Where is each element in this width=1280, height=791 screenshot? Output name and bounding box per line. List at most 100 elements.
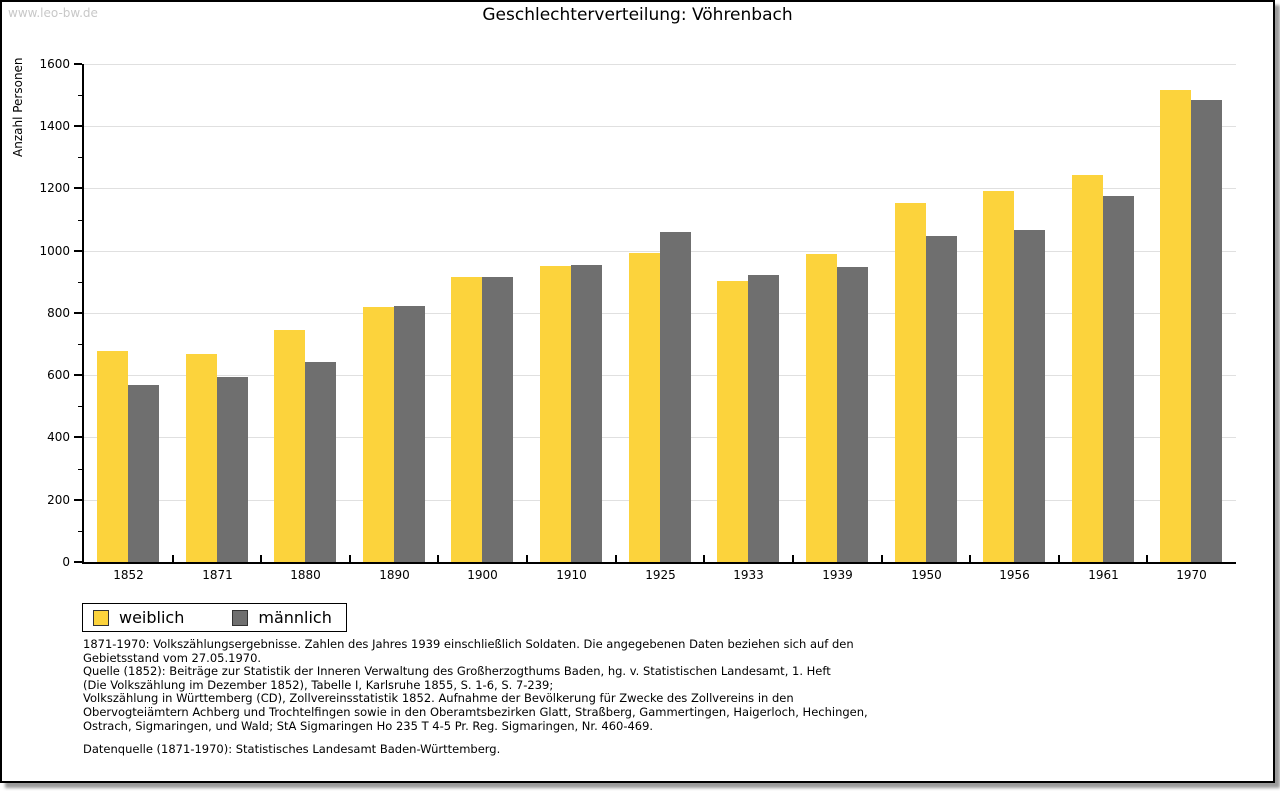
y-major-tick-1200 xyxy=(74,187,82,189)
bar-group-1939 xyxy=(793,64,882,562)
watermark-leo-bw: www.leo-bw.de xyxy=(8,6,98,20)
bar-männlich-1852 xyxy=(128,385,159,562)
x-boundary-tick-12 xyxy=(1146,555,1148,562)
gridline-1600 xyxy=(84,64,1236,65)
y-major-tick-800 xyxy=(74,312,82,314)
y-major-tick-1600 xyxy=(74,63,82,65)
x-boundary-tick-4 xyxy=(437,555,439,562)
bar-group-1950 xyxy=(882,64,971,562)
x-boundary-tick-1 xyxy=(172,555,174,562)
x-tick-label-1933: 1933 xyxy=(733,568,764,582)
bar-männlich-1900 xyxy=(482,277,513,562)
legend: weiblich männlich xyxy=(82,603,347,632)
x-tick-label-1939: 1939 xyxy=(822,568,853,582)
footnote-line-4: (Die Volkszählung im Dezember 1852), Tab… xyxy=(83,677,554,692)
bar-männlich-1880 xyxy=(305,362,336,562)
legend-item-weiblich: weiblich xyxy=(93,608,184,627)
bar-weiblich-1933 xyxy=(717,281,748,562)
y-major-tick-1000 xyxy=(74,250,82,252)
y-major-tick-600 xyxy=(74,374,82,376)
y-tick-label-1200: 1200 xyxy=(39,181,70,195)
bar-weiblich-1900 xyxy=(451,277,482,562)
y-tick-label-200: 200 xyxy=(47,493,70,507)
x-boundary-tick-5 xyxy=(526,555,528,562)
x-boundary-tick-10 xyxy=(969,555,971,562)
bar-männlich-1961 xyxy=(1103,196,1134,562)
x-tick-label-1956: 1956 xyxy=(999,568,1030,582)
datasource-line: Datenquelle (1871-1970): Statistisches L… xyxy=(83,742,501,757)
bar-weiblich-1852 xyxy=(97,351,128,562)
bar-weiblich-1910 xyxy=(540,266,571,562)
bar-männlich-1910 xyxy=(571,265,602,562)
footnote-line-5: Volkszählung in Württemberg (CD), Zollve… xyxy=(83,691,794,706)
maennlich-swatch-icon xyxy=(232,609,249,626)
y-tick-label-0: 0 xyxy=(62,555,70,569)
y-major-tick-1400 xyxy=(74,125,82,127)
y-major-tick-400 xyxy=(74,436,82,438)
gridline-1200 xyxy=(84,188,1236,189)
plot-area: 0 200 400 600 800 1000 1200 1400 1600 1852 1871 188… xyxy=(39,57,1236,582)
x-boundary-tick-6 xyxy=(615,555,617,562)
x-boundary-tick-3 xyxy=(349,555,351,562)
bar-group-1910 xyxy=(527,64,616,562)
bar-group-1925 xyxy=(616,64,705,562)
bar-group-1900 xyxy=(438,64,527,562)
x-boundary-tick-11 xyxy=(1058,555,1060,562)
bar-weiblich-1939 xyxy=(806,254,837,562)
bar-group-1970 xyxy=(1147,64,1236,562)
y-tick-label-400: 400 xyxy=(47,430,70,444)
gridline-1400 xyxy=(84,126,1236,127)
footnote-line-6: Obervogteiämtern Achberg und Trochtelfin… xyxy=(83,704,868,719)
y-tick-label-600: 600 xyxy=(47,368,70,382)
bar-weiblich-1970 xyxy=(1160,90,1191,562)
y-tick-label-1400: 1400 xyxy=(39,119,70,133)
bar-weiblich-1871 xyxy=(186,354,217,562)
x-boundary-tick-8 xyxy=(792,555,794,562)
bar-männlich-1933 xyxy=(748,275,779,562)
bar-group-1890 xyxy=(350,64,439,562)
y-minor-tick-900 xyxy=(78,282,82,283)
y-tick-label-1600: 1600 xyxy=(39,57,70,71)
footnote-line-2: Gebietsstand vom 27.05.1970. xyxy=(83,650,262,665)
footnote-lines: 1871-1970: Volkszählungsergebnisse. Zahl… xyxy=(83,637,1183,733)
y-minor-tick-700 xyxy=(78,344,82,345)
y-minor-tick-1100 xyxy=(78,220,82,221)
x-boundary-tick-7 xyxy=(703,555,705,562)
y-minor-tick-300 xyxy=(78,469,82,470)
bar-group-1961 xyxy=(1059,64,1148,562)
x-tick-label-1961: 1961 xyxy=(1088,568,1119,582)
bar-männlich-1871 xyxy=(217,377,248,562)
bar-männlich-1950 xyxy=(926,236,957,562)
y-minor-tick-1500 xyxy=(78,95,82,96)
y-minor-tick-100 xyxy=(78,531,82,532)
x-boundary-tick-2 xyxy=(260,555,262,562)
x-tick-label-1925: 1925 xyxy=(645,568,676,582)
bar-männlich-1970 xyxy=(1191,100,1222,562)
bar-group-1956 xyxy=(970,64,1059,562)
bar-männlich-1939 xyxy=(837,267,868,562)
footnote-line-7: Ostrach, Sigmaringen, und Wald; StA Sigm… xyxy=(83,718,654,733)
y-axis-title: Anzahl Personen xyxy=(11,57,25,157)
x-tick-label-1890: 1890 xyxy=(379,568,410,582)
bar-group-1852 xyxy=(84,64,173,562)
y-minor-tick-500 xyxy=(78,406,82,407)
bar-group-1871 xyxy=(173,64,262,562)
x-tick-label-1900: 1900 xyxy=(467,568,498,582)
bar-weiblich-1880 xyxy=(274,330,305,562)
x-tick-label-1910: 1910 xyxy=(556,568,587,582)
x-tick-label-1852: 1852 xyxy=(113,568,144,582)
bar-group-1933 xyxy=(704,64,793,562)
footnotes: 1871-1970: Volkszählungsergebnisse. Zahl… xyxy=(83,637,1183,757)
y-tick-label-1000: 1000 xyxy=(39,244,70,258)
bar-männlich-1890 xyxy=(394,306,425,562)
footnote-line-3: Quelle (1852): Beiträge zur Statistik de… xyxy=(83,664,831,679)
bar-group-1880 xyxy=(261,64,350,562)
x-tick-label-1950: 1950 xyxy=(911,568,942,582)
bar-weiblich-1890 xyxy=(363,307,394,562)
bar-weiblich-1925 xyxy=(629,253,660,562)
bar-männlich-1925 xyxy=(660,232,691,562)
y-tick-label-800: 800 xyxy=(47,306,70,320)
y-minor-tick-1300 xyxy=(78,157,82,158)
weiblich-swatch-icon xyxy=(93,609,109,626)
